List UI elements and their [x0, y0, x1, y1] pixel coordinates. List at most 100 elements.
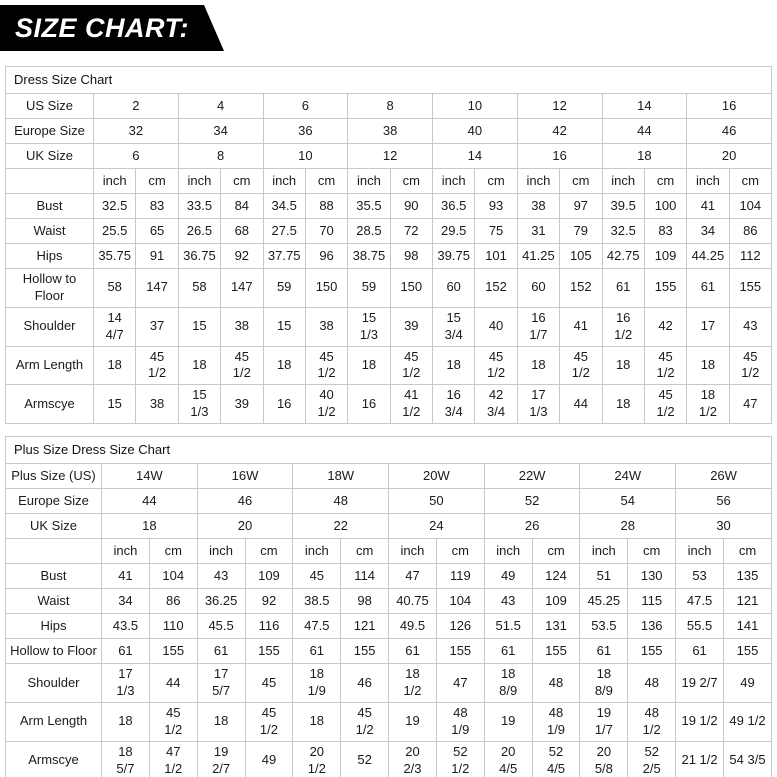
size-value: 26W [675, 463, 772, 490]
measurement-value: 43.5 [101, 613, 150, 640]
measurement-value: 101 [474, 243, 518, 269]
row-label: Waist [5, 588, 102, 615]
measurement-value: 49 1/2 [722, 701, 773, 742]
measurement-value: 16 [347, 384, 391, 425]
row-label: Arm Length [5, 345, 94, 386]
measurement-value: 41 [686, 193, 730, 219]
measurement-value: 97 [559, 193, 603, 219]
measurement-value: 155 [244, 638, 294, 665]
unit-label: cm [304, 168, 349, 194]
measurement-value: 100 [643, 193, 688, 219]
size-value: 28 [579, 513, 677, 540]
size-value: 14 [432, 143, 518, 169]
size-value: 22W [483, 463, 581, 490]
size-value: 4 [177, 93, 264, 119]
measurement-value: 39 [220, 384, 264, 425]
measurement-value: 32.5 [92, 193, 137, 219]
measurement-value: 34 [686, 218, 730, 244]
size-value: 16W [196, 463, 294, 490]
measurement-value: 155 [643, 268, 688, 308]
unit-label: cm [643, 168, 688, 194]
unit-label: inch [516, 168, 561, 194]
unit-label: cm [220, 168, 264, 194]
measurement-value: 59 [262, 268, 306, 308]
row-label: Bust [5, 193, 94, 219]
measurement-value: 42 3/4 [474, 384, 518, 425]
row-label: Hips [5, 243, 94, 269]
measurement-value: 34.5 [262, 193, 306, 219]
measurement-value: 83 [135, 193, 179, 219]
measurement-value: 59 [347, 268, 391, 308]
measurement-value: 47.5 [675, 588, 724, 615]
measurement-value: 115 [627, 588, 677, 615]
measurement-value: 45 [292, 563, 342, 590]
size-value: 54 [579, 488, 677, 515]
row-label: UK Size [5, 143, 94, 169]
measurement-value: 104 [148, 563, 198, 590]
measurement-value: 45 [244, 663, 294, 703]
measurement-value: 49.5 [388, 613, 437, 640]
measurement-value: 18 1/9 [292, 663, 342, 703]
measurement-value: 51.5 [483, 613, 533, 640]
measurement-value: 135 [722, 563, 773, 590]
measurement-value: 126 [435, 613, 485, 640]
measurement-value: 116 [244, 613, 294, 640]
size-value: 32 [93, 118, 179, 144]
row-label: Armscye [5, 740, 102, 777]
measurement-value: 37 [135, 306, 179, 347]
size-chart-banner: SIZE CHART: [0, 5, 224, 51]
measurement-value: 38 [135, 384, 179, 425]
measurement-value: 61 [388, 638, 437, 665]
measurement-value: 26.5 [177, 218, 222, 244]
row-label: Waist [5, 218, 94, 244]
unit-label: inch [196, 538, 246, 565]
measurement-value: 17 5/7 [196, 663, 246, 703]
unit-label: cm [728, 168, 773, 194]
size-value: 8 [347, 93, 433, 119]
measurement-value: 20 1/2 [292, 740, 342, 777]
measurement-value: 18 5/7 [101, 740, 150, 777]
size-value: 12 [516, 93, 603, 119]
measurement-value: 44 [559, 384, 603, 425]
measurement-value: 61 [675, 638, 724, 665]
measurement-value: 155 [148, 638, 198, 665]
size-value: 10 [262, 143, 349, 169]
measurement-value: 19 1/2 [675, 701, 724, 742]
measurement-value: 19 2/7 [196, 740, 246, 777]
size-value: 22 [292, 513, 390, 540]
size-value: 30 [675, 513, 772, 540]
unit-label: inch [262, 168, 306, 194]
measurement-value: 72 [389, 218, 434, 244]
measurement-value: 45 1/2 [643, 345, 688, 386]
measurement-value: 34 [101, 588, 150, 615]
measurement-value: 58 [177, 268, 222, 308]
measurement-value: 18 1/2 [388, 663, 437, 703]
measurement-value: 43 [196, 563, 246, 590]
size-value: 38 [347, 118, 433, 144]
measurement-value: 96 [304, 243, 349, 269]
measurement-value: 48 [531, 663, 581, 703]
measurement-value: 41 1/2 [389, 384, 434, 425]
measurement-value: 15 [177, 306, 222, 347]
measurement-value: 141 [722, 613, 773, 640]
row-label: Plus Size (US) [5, 463, 102, 490]
measurement-value: 15 [262, 306, 306, 347]
row-label: Hips [5, 613, 102, 640]
measurement-value: 61 [292, 638, 342, 665]
unit-label: inch [92, 168, 137, 194]
unit-label: inch [579, 538, 629, 565]
measurement-value: 51 [579, 563, 629, 590]
measurement-value: 35.75 [92, 243, 137, 269]
measurement-value: 18 [292, 701, 342, 742]
row-label: Europe Size [5, 488, 102, 515]
row-label: Hollow to Floor [5, 268, 94, 308]
measurement-value: 47 [435, 663, 485, 703]
measurement-value: 53.5 [579, 613, 629, 640]
unit-label: inch [388, 538, 437, 565]
measurement-value: 15 3/4 [431, 306, 476, 347]
measurement-value: 65 [135, 218, 179, 244]
measurement-value: 45 1/2 [474, 345, 518, 386]
measurement-value: 109 [531, 588, 581, 615]
measurement-value: 19 [388, 701, 437, 742]
size-value: 6 [93, 143, 179, 169]
